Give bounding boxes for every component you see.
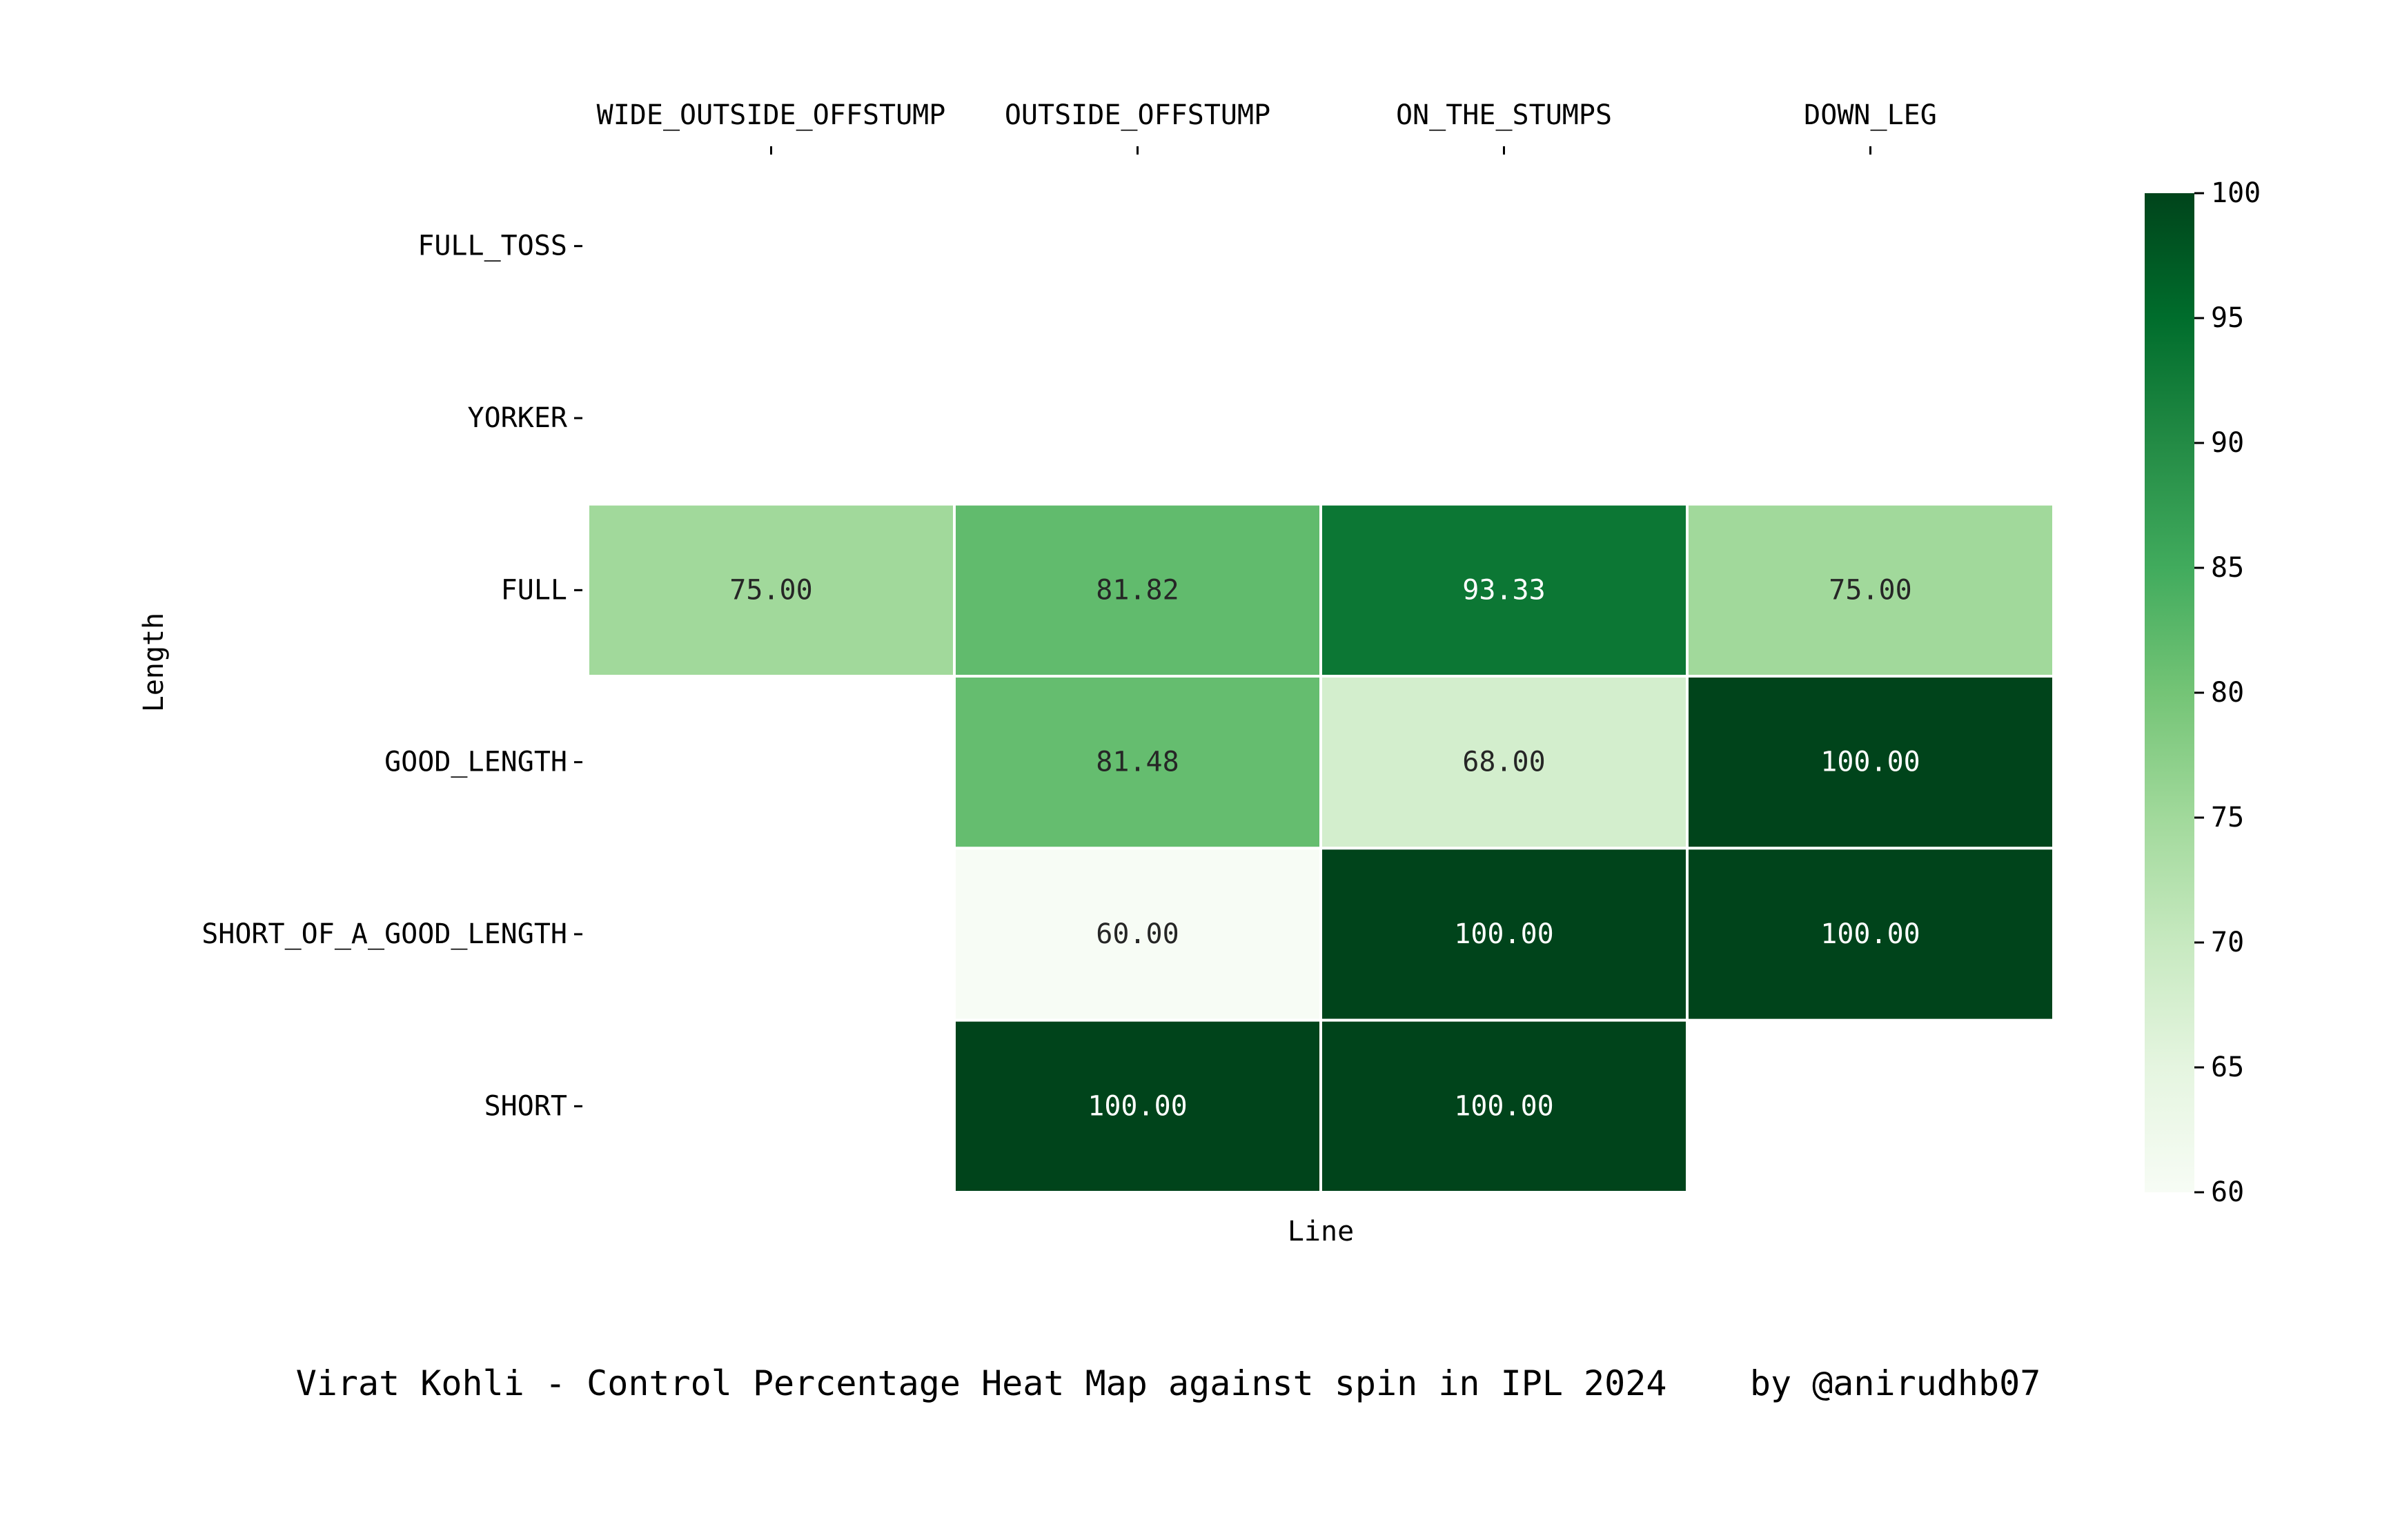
colorbar-tick-label: 100 (2211, 177, 2261, 209)
cell-value-label: 100.00 (1454, 918, 1554, 950)
colorbar-tick-label: 90 (2211, 427, 2244, 459)
heatmap-cell (1319, 1018, 1689, 1194)
y-tick-label: GOOD_LENGTH (384, 747, 567, 778)
cell-value-label: 60.00 (1096, 918, 1179, 950)
colorbar-tick-label: 70 (2211, 927, 2244, 958)
colorbar-tick-label: 75 (2211, 802, 2244, 833)
x-tick-label: DOWN_LEG (1804, 99, 1937, 131)
colorbar-tick-label: 65 (2211, 1052, 2244, 1083)
cell-value-label: 81.48 (1096, 747, 1179, 778)
heatmap-cell (1686, 502, 2055, 678)
cell-value-label: 93.33 (1462, 574, 1545, 606)
cell-value-label: 100.00 (1820, 747, 1920, 778)
heatmap-cell (953, 502, 1322, 678)
heatmap-cells: 75.00 81.82 93.33 75.00 81.48 68.00 100.00 60.0… (587, 502, 2055, 1194)
cell-value-label: 81.82 (1096, 574, 1179, 606)
x-tick-label: OUTSIDE_OFFSTUMP (1005, 99, 1270, 131)
cell-value-label: 100.00 (1820, 918, 1920, 950)
colorbar-tick-label: 95 (2211, 302, 2244, 334)
heatmap-cell (953, 847, 1322, 1022)
heatmap-cell (1319, 502, 1689, 678)
colorbar-tick-label: 80 (2211, 677, 2244, 709)
x-axis-label: Line (1288, 1216, 1354, 1247)
y-tick-label: SHORT_OF_A_GOOD_LENGTH (201, 918, 567, 950)
colorbar-tick-label: 85 (2211, 552, 2244, 584)
cell-value-label: 100.00 (1088, 1090, 1188, 1122)
y-tick-label: SHORT (484, 1090, 567, 1122)
x-tick-label: ON_THE_STUMPS (1396, 99, 1612, 131)
chart-caption: Virat Kohli - Control Percentage Heat Ma… (296, 1363, 2041, 1403)
x-axis-ticks: WIDE_OUTSIDE_OFFSTUMP OUTSIDE_OFFSTUMP ON_… (597, 99, 1937, 155)
y-axis-label: Length (138, 613, 170, 713)
y-tick-label: FULL (501, 574, 567, 606)
heatmap-cell (953, 675, 1322, 850)
colorbar: 60 65 70 75 80 85 90 95 100 (2145, 177, 2261, 1208)
y-tick-label: YORKER (468, 402, 568, 434)
y-axis-ticks: FULL_TOSS YORKER FULL GOOD_LENGTH SHORT_OF_A… (201, 230, 582, 1122)
heatmap-cell (587, 502, 956, 678)
x-tick-label: WIDE_OUTSIDE_OFFSTUMP (597, 99, 946, 131)
cell-value-label: 75.00 (729, 574, 812, 606)
colorbar-tick-label: 60 (2211, 1176, 2244, 1208)
colorbar-gradient (2145, 193, 2194, 1192)
cell-value-label: 68.00 (1462, 747, 1545, 778)
cell-value-label: 75.00 (1829, 574, 1911, 606)
heatmap-cell (1319, 675, 1689, 850)
heatmap-cell (1686, 847, 2055, 1022)
y-tick-label: FULL_TOSS (417, 230, 567, 262)
cell-value-label: 100.00 (1454, 1090, 1554, 1122)
